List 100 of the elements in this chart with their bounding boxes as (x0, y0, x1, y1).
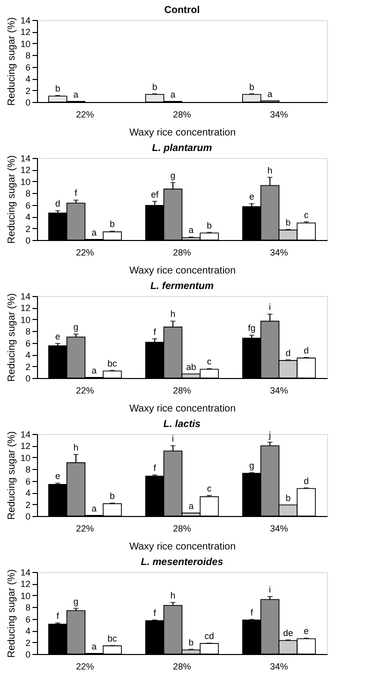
x-tick-label: 34% (270, 248, 288, 258)
data-label: b (188, 637, 194, 648)
data-label: f (56, 610, 60, 621)
y-axis-title: Reducing sugar (%) (6, 17, 18, 106)
data-label: c (207, 484, 212, 494)
data-label: fg (248, 323, 256, 334)
data-label: f (74, 188, 78, 198)
data-label: f (153, 463, 156, 473)
data-label: b (152, 82, 158, 92)
x-tick-label: 22% (76, 524, 94, 534)
data-label: i (268, 302, 271, 312)
x-tick-label: 34% (270, 662, 288, 672)
data-label: f (153, 608, 156, 618)
y-tick-label: 2 (25, 86, 30, 96)
data-label: f (153, 326, 156, 337)
y-tick-label: 2 (25, 224, 30, 234)
data-label: a (267, 88, 272, 99)
data-label: a (92, 365, 97, 376)
y-tick-label: 0 (25, 236, 30, 246)
data-label: g (73, 322, 78, 332)
y-tick-label: 10 (20, 176, 30, 187)
x-tick-label: 22% (76, 110, 94, 120)
data-label: bc (108, 358, 118, 368)
x-tick-label: 28% (172, 110, 192, 120)
y-axis-title: Reducing sugar (%) (6, 293, 18, 382)
data-label: b (249, 82, 254, 92)
data-label: b (110, 219, 115, 230)
chart-title: L. fermentum (150, 281, 214, 292)
data-label: f (250, 607, 254, 618)
y-tick-label: 2 (25, 500, 30, 510)
data-label: d (304, 476, 309, 486)
data-label: b (286, 217, 291, 228)
y-tick-label: 2 (25, 638, 30, 648)
data-label: h (170, 590, 176, 600)
chart-title: L. lactis (163, 419, 202, 430)
y-tick-label: 4 (25, 626, 30, 636)
data-label: a (92, 227, 97, 238)
data-label: bc (108, 634, 118, 644)
y-tick-label: 0 (25, 374, 30, 384)
y-tick-label: 4 (25, 488, 30, 498)
data-label: h (73, 442, 78, 452)
x-tick-label: 22% (76, 386, 94, 396)
data-label: b (286, 492, 291, 503)
data-label: e (55, 331, 60, 342)
data-label: j (268, 430, 271, 440)
y-tick-label: 12 (20, 579, 30, 590)
data-label: e (304, 626, 309, 636)
data-label: cd (204, 631, 214, 642)
y-tick-label: 14 (20, 568, 30, 578)
x-tick-label: 28% (172, 524, 192, 534)
data-label: g (170, 170, 176, 181)
y-tick-label: 6 (25, 338, 30, 348)
y-tick-label: 14 (20, 430, 30, 440)
data-label: de (283, 628, 294, 638)
data-label: e (55, 471, 60, 482)
data-label: d (286, 348, 291, 358)
data-label: i (268, 584, 271, 595)
y-tick-label: 12 (20, 27, 30, 38)
y-axis-title: Reducing sugar (%) (6, 569, 18, 658)
x-axis-title: Waxy rice concentration (129, 542, 236, 552)
data-label: c (207, 356, 212, 367)
data-label: a (188, 225, 194, 236)
data-label: a (188, 501, 194, 512)
x-tick-label: 34% (270, 524, 288, 534)
data-label: g (73, 596, 78, 606)
data-label: a (170, 89, 176, 100)
chart-title: L. mesenteroides (140, 557, 224, 568)
data-label: h (170, 309, 176, 320)
data-label: d (304, 346, 309, 356)
chart-title: L. plantarum (152, 143, 212, 154)
y-tick-label: 6 (25, 62, 30, 72)
x-axis-title: Waxy rice concentration (129, 404, 236, 414)
data-label: a (73, 89, 78, 100)
chart-title: Control (164, 5, 200, 16)
y-tick-label: 6 (25, 614, 30, 624)
x-tick-label: 22% (76, 662, 94, 672)
data-label: ab (186, 362, 196, 372)
y-tick-label: 14 (20, 292, 30, 302)
x-tick-label: 34% (270, 386, 288, 396)
y-axis-title: Reducing sugar (%) (6, 155, 18, 244)
y-tick-label: 8 (25, 602, 30, 613)
y-axis-title: Reducing sugar (%) (6, 431, 18, 520)
data-label: i (172, 434, 174, 444)
x-axis-title: Waxy rice concentration (129, 266, 236, 276)
x-tick-label: 28% (172, 248, 192, 258)
y-tick-label: 0 (25, 512, 30, 522)
y-tick-label: 4 (25, 212, 30, 222)
y-tick-label: 12 (20, 165, 30, 176)
y-tick-label: 10 (20, 38, 30, 49)
data-label: e (249, 192, 254, 202)
x-tick-label: 28% (172, 386, 192, 396)
x-axis-title: Waxy rice concentration (129, 128, 236, 138)
y-tick-label: 8 (25, 464, 30, 475)
data-label: d (55, 198, 60, 209)
data-label: b (55, 84, 60, 94)
data-label: a (92, 503, 97, 514)
y-tick-label: 10 (20, 590, 30, 601)
y-tick-label: 12 (20, 441, 30, 452)
y-tick-label: 12 (20, 303, 30, 314)
x-tick-label: 34% (270, 110, 288, 120)
